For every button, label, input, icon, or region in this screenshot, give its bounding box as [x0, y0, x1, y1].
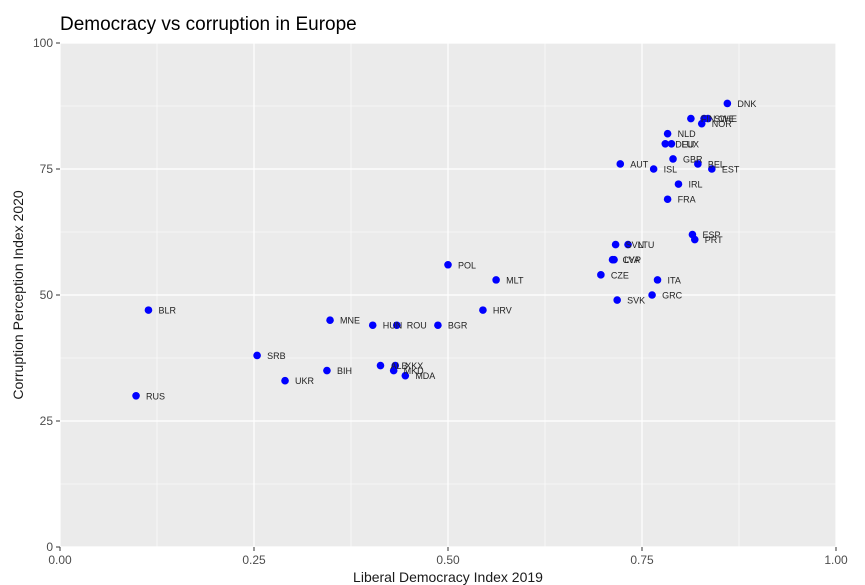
point-label-isl: ISL — [664, 165, 678, 175]
point-label-blr: BLR — [158, 306, 176, 316]
data-point-lux — [667, 140, 676, 148]
chart-title: Democracy vs corruption in Europe — [60, 14, 357, 35]
x-tick-label: 0.00 — [48, 553, 72, 567]
point-label-mda: MDA — [415, 371, 435, 381]
y-tick-label: 50 — [40, 288, 54, 302]
point-label-cyp: CYP — [623, 255, 642, 265]
data-point-ita — [653, 276, 662, 284]
axis-ticks — [56, 42, 837, 551]
point-label-nld: NLD — [678, 129, 697, 139]
point-label-fra: FRA — [678, 195, 696, 205]
point-label-rou: ROU — [407, 321, 427, 331]
point-label-mlt: MLT — [506, 275, 524, 285]
point-label-aut: AUT — [630, 159, 649, 169]
data-point-alb — [376, 361, 385, 370]
data-point-mne — [326, 316, 334, 325]
point-label-esp: ESP — [702, 230, 720, 240]
data-point-fin — [687, 114, 695, 123]
data-point-fra — [663, 195, 672, 204]
data-point-bgr — [434, 321, 442, 330]
data-point-svn — [611, 240, 620, 249]
point-label-est: EST — [722, 165, 740, 175]
data-point-che — [704, 114, 712, 123]
point-label-nor: NOR — [712, 119, 733, 129]
point-label-deu: DEU — [675, 139, 694, 149]
data-point-lva — [610, 255, 618, 264]
x-tick-label: 1.00 — [824, 553, 848, 567]
data-point-irl — [674, 180, 683, 188]
point-label-mkd: MKD — [404, 366, 425, 376]
point-label-grc: GRC — [662, 291, 683, 301]
point-label-xkx: XKX — [405, 361, 423, 371]
data-point-pol — [444, 260, 452, 269]
point-label-srb: SRB — [267, 351, 286, 361]
data-point-rus — [132, 392, 140, 400]
x-tick-label: 0.50 — [436, 553, 460, 567]
data-point-blr — [144, 306, 153, 314]
y-axis-title: Corruption Perception Index 2020 — [10, 190, 26, 400]
x-tick-label: 0.25 — [242, 553, 266, 567]
data-point-bih — [323, 366, 331, 375]
data-point-dnk — [723, 99, 732, 108]
point-label-svk: SVK — [627, 296, 645, 306]
x-tick-label: 0.75 — [630, 553, 654, 567]
data-point-mlt — [492, 276, 500, 284]
point-label-swe: SWE — [714, 114, 735, 124]
data-point-rou — [392, 321, 401, 330]
point-label-rus: RUS — [146, 391, 165, 401]
data-point-xkx — [391, 361, 400, 370]
point-label-bel: BEL — [708, 159, 725, 169]
point-label-bgr: BGR — [448, 321, 468, 331]
data-point-gbr — [669, 155, 677, 163]
point-label-svn: SVN — [626, 240, 645, 250]
point-label-ita: ITA — [668, 275, 681, 285]
data-point-bel — [694, 160, 702, 168]
point-label-alb: ALB — [390, 361, 407, 371]
data-point-prt — [690, 235, 699, 244]
data-point-hun — [368, 321, 377, 330]
point-label-irl: IRL — [688, 180, 702, 190]
data-point-ukr — [281, 376, 289, 385]
y-tick-label: 75 — [40, 162, 54, 176]
data-point-grc — [648, 291, 656, 299]
point-label-che: CHE — [718, 114, 737, 124]
data-point-nor — [697, 119, 706, 128]
data-point-isl — [649, 165, 658, 173]
y-tick-label: 0 — [46, 540, 53, 554]
x-axis-title: Liberal Democracy Index 2019 — [353, 569, 543, 585]
data-point-nld — [663, 129, 672, 138]
data-point-aut — [616, 160, 625, 168]
point-label-dnk: DNK — [737, 99, 756, 109]
data-point-mda — [401, 371, 410, 380]
y-tick-labels: 0 25 50 75 100 — [33, 36, 53, 554]
point-label-prt: PRT — [705, 235, 723, 245]
data-point-hrv — [479, 306, 487, 314]
data-point-deu — [661, 140, 670, 148]
point-label-pol: POL — [458, 260, 476, 270]
point-label-mne: MNE — [340, 316, 360, 326]
point-label-ltu: LTU — [638, 240, 654, 250]
point-label-ukr: UKR — [295, 376, 315, 386]
point-label-lux: LUX — [681, 139, 699, 149]
x-tick-labels: 0.00 0.25 0.50 0.75 1.00 — [48, 553, 848, 567]
y-tick-label: 100 — [33, 36, 53, 50]
data-point-cze — [597, 271, 605, 279]
point-label-hrv: HRV — [493, 306, 512, 316]
data-point-ltu — [624, 240, 632, 249]
data-point-srb — [253, 351, 261, 360]
point-label-fin: FIN — [701, 114, 716, 124]
data-point-est — [708, 165, 716, 173]
data-point-svk — [613, 296, 621, 304]
point-label-gbr: GBR — [683, 154, 703, 164]
point-label-bih: BIH — [337, 366, 352, 376]
point-label-hun: HUN — [383, 321, 403, 331]
y-tick-label: 25 — [40, 414, 54, 428]
point-label-lva: LVA — [624, 255, 640, 265]
data-points — [132, 99, 732, 400]
point-label-cze: CZE — [611, 270, 629, 280]
